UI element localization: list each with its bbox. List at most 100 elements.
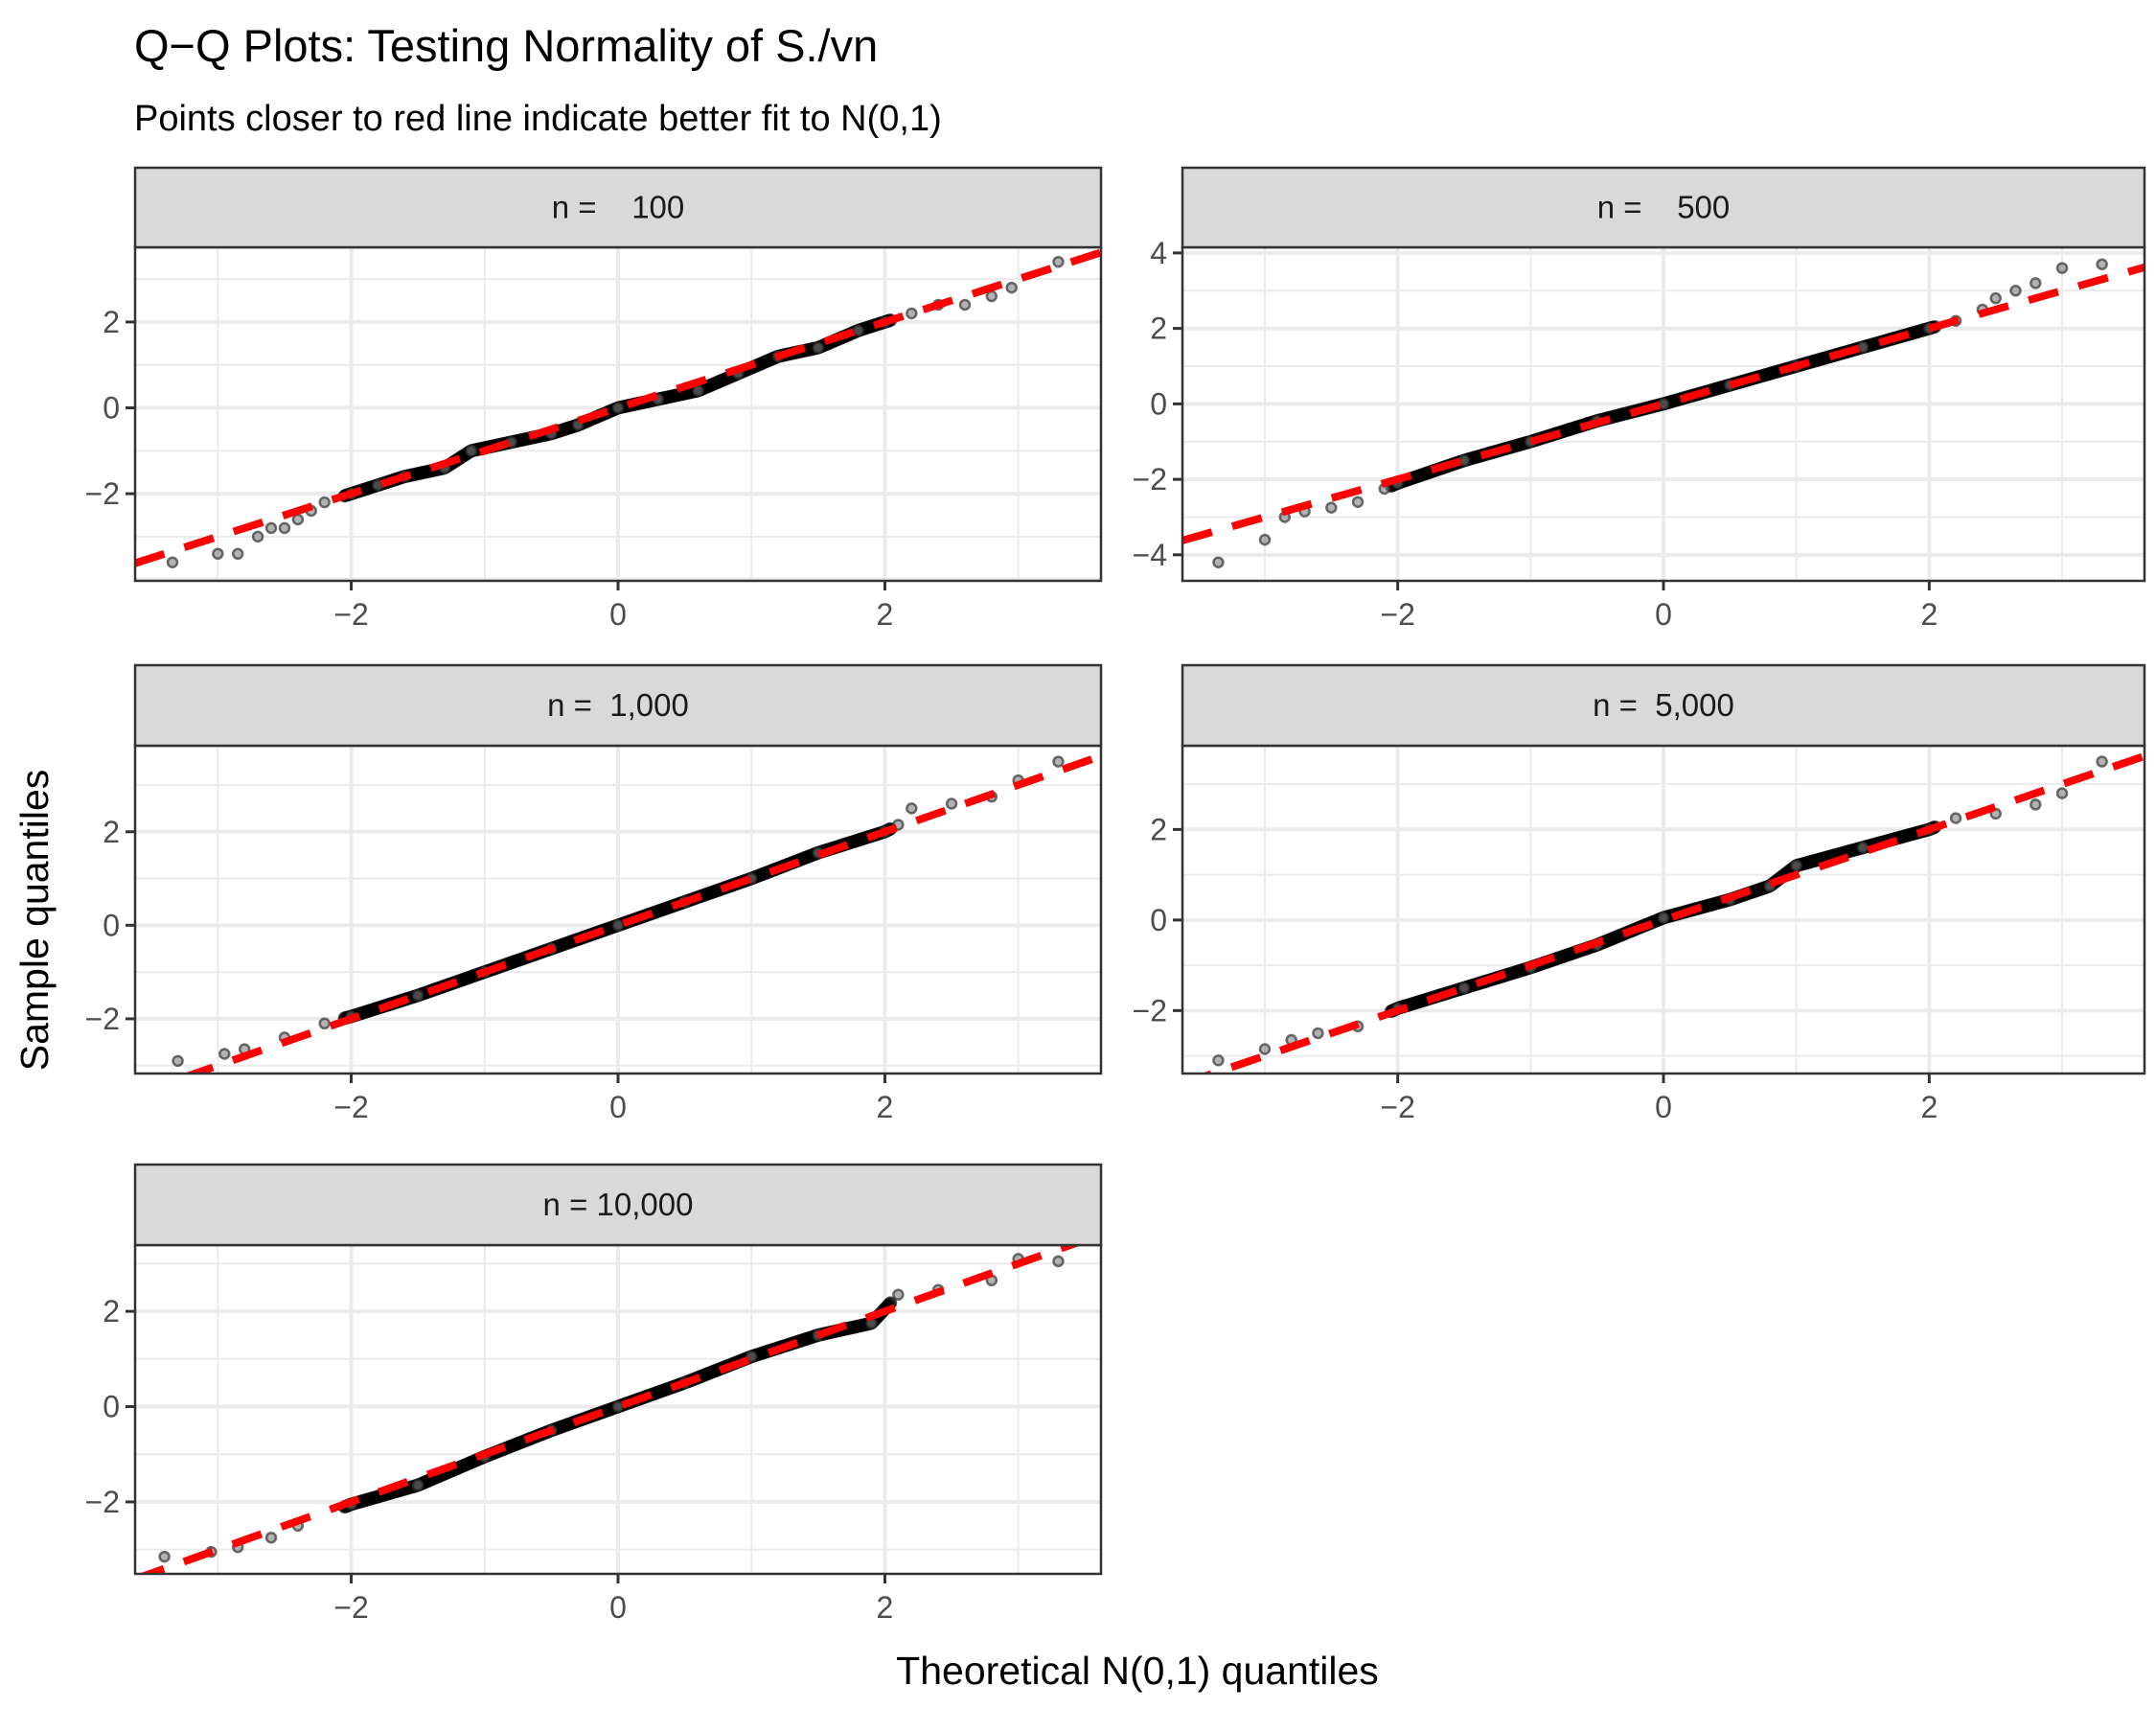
facet-label: n = 1,000	[547, 687, 689, 723]
qq-point	[2096, 258, 2108, 270]
y-tick-label: 0	[103, 1390, 120, 1424]
x-tick-label: 0	[609, 1090, 627, 1124]
qq-point	[1325, 501, 1338, 514]
qq-point	[1052, 255, 1065, 268]
y-tick-label: −2	[85, 1002, 120, 1036]
qq-point	[251, 530, 264, 543]
y-tick-label: 4	[1150, 236, 1167, 270]
x-tick-label: −2	[333, 1590, 368, 1625]
qq-point	[945, 797, 958, 810]
qq-point	[958, 298, 972, 312]
qq-point	[1790, 859, 1802, 872]
x-tick-label: 0	[609, 597, 627, 632]
x-tick-label: −2	[333, 1090, 368, 1124]
chart-subtitle: Points closer to red line indicate bette…	[134, 99, 942, 139]
reference-line	[138, 1245, 1082, 1574]
qq-point	[611, 1400, 625, 1413]
y-tick-label: 0	[1150, 386, 1167, 421]
qq-point	[1856, 842, 1869, 854]
facet-label: n = 10,000	[543, 1187, 694, 1222]
qq-point	[1212, 556, 1225, 568]
x-tick-label: 2	[877, 1590, 894, 1625]
qq-point	[318, 1017, 331, 1030]
qq-point	[2030, 277, 2042, 289]
qq-point	[985, 289, 998, 303]
qq-point	[2055, 787, 2069, 799]
qq-point	[218, 1048, 231, 1060]
x-tick-label: 2	[1920, 1090, 1938, 1124]
qq-point	[278, 521, 291, 535]
facet-strip	[133, 1163, 1103, 1247]
qq-point	[812, 341, 825, 355]
qq-point	[166, 556, 179, 568]
qq-point	[611, 919, 625, 932]
facet-label: n = 500	[1597, 190, 1731, 225]
y-tick-label: 2	[103, 1294, 120, 1328]
qq-point	[1949, 812, 1962, 824]
facet-panel: n = 100 −2 0 2 −2 0 2	[85, 166, 1103, 632]
reference-line	[1182, 264, 2145, 544]
y-tick-label: −2	[85, 1485, 120, 1519]
qq-point	[231, 547, 244, 561]
y-tick-label: −2	[1133, 993, 1167, 1028]
qq-point	[1052, 1255, 1065, 1268]
facet-strip	[133, 663, 1103, 748]
qq-point	[1052, 755, 1065, 768]
qq-point	[1212, 1054, 1225, 1067]
qq-point	[692, 384, 704, 397]
qq-point	[1457, 982, 1471, 994]
y-tick-label: 2	[103, 815, 120, 849]
reference-line	[183, 751, 1101, 1074]
x-axis-title: Theoretical N(0,1) quantiles	[896, 1649, 1379, 1693]
x-tick-label: 2	[877, 1090, 894, 1124]
y-tick-label: 2	[1150, 812, 1167, 846]
qq-point	[892, 1288, 905, 1301]
x-tick-label: 0	[1655, 597, 1672, 632]
y-tick-label: 2	[103, 305, 120, 339]
qq-point	[212, 547, 224, 561]
points-layer	[172, 751, 1101, 1074]
points-layer	[1201, 752, 2145, 1074]
points-layer	[1182, 258, 2145, 568]
y-axis-title: Sample quantiles	[12, 770, 57, 1072]
facet-strip	[1181, 166, 2146, 249]
facet-strip	[1181, 663, 2146, 748]
qq-point	[1657, 912, 1670, 924]
qq-point	[745, 1351, 758, 1363]
facet-panel: n = 10,000 −2 0 2 −2 0 2	[85, 1163, 1103, 1625]
y-tick-label: 2	[1150, 312, 1167, 346]
qq-point	[411, 989, 424, 1002]
qq-point	[264, 1531, 278, 1544]
facet-panel: n = 5,000 −2 0 2 −2 0 2	[1133, 663, 2146, 1124]
qq-point	[1312, 1027, 1324, 1040]
qq-point	[411, 1479, 424, 1491]
chart-title: Q−Q Plots: Testing Normality of S./vn	[134, 20, 878, 71]
y-tick-label: 0	[103, 908, 120, 942]
qq-point	[2096, 755, 2108, 768]
x-tick-label: −2	[1380, 597, 1414, 632]
facet-label: n = 100	[552, 190, 685, 225]
facet-label: n = 5,000	[1593, 687, 1734, 723]
y-tick-label: 0	[103, 391, 120, 426]
y-tick-label: −2	[1133, 462, 1167, 497]
y-tick-label: −2	[85, 476, 120, 511]
qq-point	[2009, 285, 2022, 297]
qq-point	[264, 521, 278, 535]
qq-point	[465, 445, 478, 457]
points-layer	[135, 248, 1101, 568]
x-tick-label: 2	[1920, 597, 1938, 632]
x-tick-label: 0	[1655, 1090, 1672, 1124]
qq-point	[2055, 262, 2069, 274]
x-tick-label: −2	[333, 597, 368, 632]
qq-point	[611, 402, 625, 414]
facet-strip	[133, 166, 1103, 249]
qq-point	[906, 802, 918, 815]
x-tick-label: 2	[877, 597, 894, 632]
facet-panel: n = 500 −2 0 2 −4 −2 0 2 4	[1133, 166, 2146, 632]
qq-point	[1005, 281, 1018, 294]
y-tick-label: −4	[1133, 538, 1167, 572]
qq-point	[1351, 496, 1365, 508]
points-layer	[138, 1245, 1082, 1574]
qq-point	[172, 1054, 184, 1068]
